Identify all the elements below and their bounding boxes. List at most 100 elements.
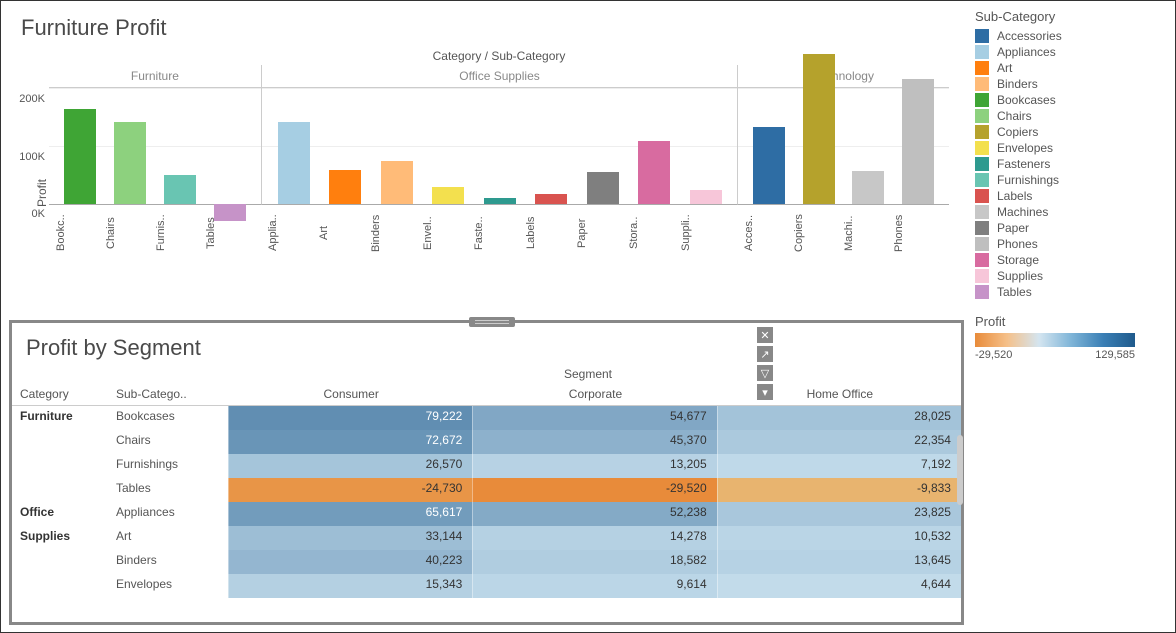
swatch-icon: [975, 189, 989, 203]
legend-item[interactable]: Appliances: [975, 44, 1167, 60]
bar-label: Furnis..: [155, 205, 205, 265]
swatch-icon: [975, 157, 989, 171]
close-icon[interactable]: ✕: [757, 327, 773, 343]
cell-subcategory: Envelopes: [108, 574, 228, 598]
legend-item[interactable]: Paper: [975, 220, 1167, 236]
column-header[interactable]: Corporate: [472, 383, 716, 405]
scrollbar[interactable]: [957, 435, 963, 505]
table-row: SuppliesArt33,14414,27810,532: [12, 526, 961, 550]
bar-label: Binders: [370, 205, 422, 265]
cell-category: [12, 574, 108, 598]
bar[interactable]: [690, 190, 722, 204]
bar[interactable]: [587, 172, 619, 204]
cell-subcategory: Appliances: [108, 502, 228, 526]
legend-item[interactable]: Envelopes: [975, 140, 1167, 156]
bar[interactable]: [535, 194, 567, 204]
bar[interactable]: [64, 109, 96, 204]
filter-icon[interactable]: ▽: [757, 365, 773, 381]
cell-value[interactable]: 28,025: [717, 406, 961, 430]
bar[interactable]: [902, 79, 934, 204]
bar[interactable]: [484, 198, 516, 204]
cell-category: Office: [12, 502, 108, 526]
cell-value[interactable]: 9,614: [472, 574, 716, 598]
cell-value[interactable]: 13,645: [717, 550, 961, 574]
legend-item[interactable]: Phones: [975, 236, 1167, 252]
legend-item[interactable]: Furnishings: [975, 172, 1167, 188]
cell-value[interactable]: -9,833: [717, 478, 961, 502]
bar[interactable]: [329, 170, 361, 204]
cell-value[interactable]: 40,223: [228, 550, 472, 574]
cell-value[interactable]: 33,144: [228, 526, 472, 550]
legend-item[interactable]: Bookcases: [975, 92, 1167, 108]
bar-label: Bookc..: [55, 205, 105, 265]
goto-icon[interactable]: ↗: [757, 346, 773, 362]
bar-label: Envel..: [422, 205, 474, 265]
cell-subcategory: Furnishings: [108, 454, 228, 478]
cell-value[interactable]: 26,570: [228, 454, 472, 478]
legend-item[interactable]: Tables: [975, 284, 1167, 300]
legend-label: Copiers: [997, 125, 1038, 139]
cell-value[interactable]: 13,205: [472, 454, 716, 478]
bar-label: Tables: [205, 205, 255, 265]
cell-value[interactable]: 14,278: [472, 526, 716, 550]
column-header[interactable]: Home Office: [717, 383, 961, 405]
bar[interactable]: [638, 141, 670, 204]
cell-value[interactable]: 15,343: [228, 574, 472, 598]
bar[interactable]: [753, 127, 785, 205]
legend-item[interactable]: Storage: [975, 252, 1167, 268]
swatch-icon: [975, 77, 989, 91]
cell-value[interactable]: 45,370: [472, 430, 716, 454]
column-header[interactable]: Sub-Catego..: [108, 383, 228, 405]
cell-category: [12, 550, 108, 574]
cell-value[interactable]: 52,238: [472, 502, 716, 526]
cell-subcategory: Chairs: [108, 430, 228, 454]
cell-subcategory: Binders: [108, 550, 228, 574]
legend-label: Paper: [997, 221, 1029, 235]
legend-label: Chairs: [997, 109, 1032, 123]
cell-value[interactable]: 22,354: [717, 430, 961, 454]
cell-value[interactable]: 72,672: [228, 430, 472, 454]
column-header[interactable]: Category: [12, 383, 108, 405]
bar[interactable]: [432, 187, 464, 204]
legend-item[interactable]: Art: [975, 60, 1167, 76]
cell-value[interactable]: 54,677: [472, 406, 716, 430]
column-header[interactable]: Consumer: [228, 383, 472, 405]
cell-value[interactable]: -29,520: [472, 478, 716, 502]
legend-item[interactable]: Machines: [975, 204, 1167, 220]
cell-value[interactable]: 65,617: [228, 502, 472, 526]
cell-value[interactable]: 7,192: [717, 454, 961, 478]
bar[interactable]: [114, 122, 146, 204]
bar[interactable]: [381, 161, 413, 204]
swatch-icon: [975, 269, 989, 283]
y-tick: 100K: [19, 151, 45, 163]
resize-handle[interactable]: [469, 317, 515, 327]
legend-label: Supplies: [997, 269, 1043, 283]
table-row: Furnishings26,57013,2057,192: [12, 454, 961, 478]
bar[interactable]: [164, 175, 196, 204]
table-row: Tables-24,730-29,520-9,833: [12, 478, 961, 502]
legend-item[interactable]: Chairs: [975, 108, 1167, 124]
table-row: OfficeAppliances65,61752,23823,825: [12, 502, 961, 526]
table-title: Profit by Segment: [12, 323, 961, 367]
y-tick: 0K: [32, 208, 45, 220]
legend-label: Bookcases: [997, 93, 1056, 107]
legend-item[interactable]: Fasteners: [975, 156, 1167, 172]
bar[interactable]: [852, 171, 884, 204]
legend-item[interactable]: Copiers: [975, 124, 1167, 140]
legend-item[interactable]: Binders: [975, 76, 1167, 92]
legend-item[interactable]: Accessories: [975, 28, 1167, 44]
cell-value[interactable]: 79,222: [228, 406, 472, 430]
cell-value[interactable]: -24,730: [228, 478, 472, 502]
cell-value[interactable]: 23,825: [717, 502, 961, 526]
cell-value[interactable]: 18,582: [472, 550, 716, 574]
bar[interactable]: [278, 122, 310, 204]
cell-value[interactable]: 10,532: [717, 526, 961, 550]
legend-label: Tables: [997, 285, 1032, 299]
more-icon[interactable]: ▾: [757, 384, 773, 400]
cell-value[interactable]: 4,644: [717, 574, 961, 598]
bar[interactable]: [803, 54, 835, 204]
swatch-icon: [975, 253, 989, 267]
bar-label: Chairs: [105, 205, 155, 265]
legend-item[interactable]: Labels: [975, 188, 1167, 204]
legend-item[interactable]: Supplies: [975, 268, 1167, 284]
